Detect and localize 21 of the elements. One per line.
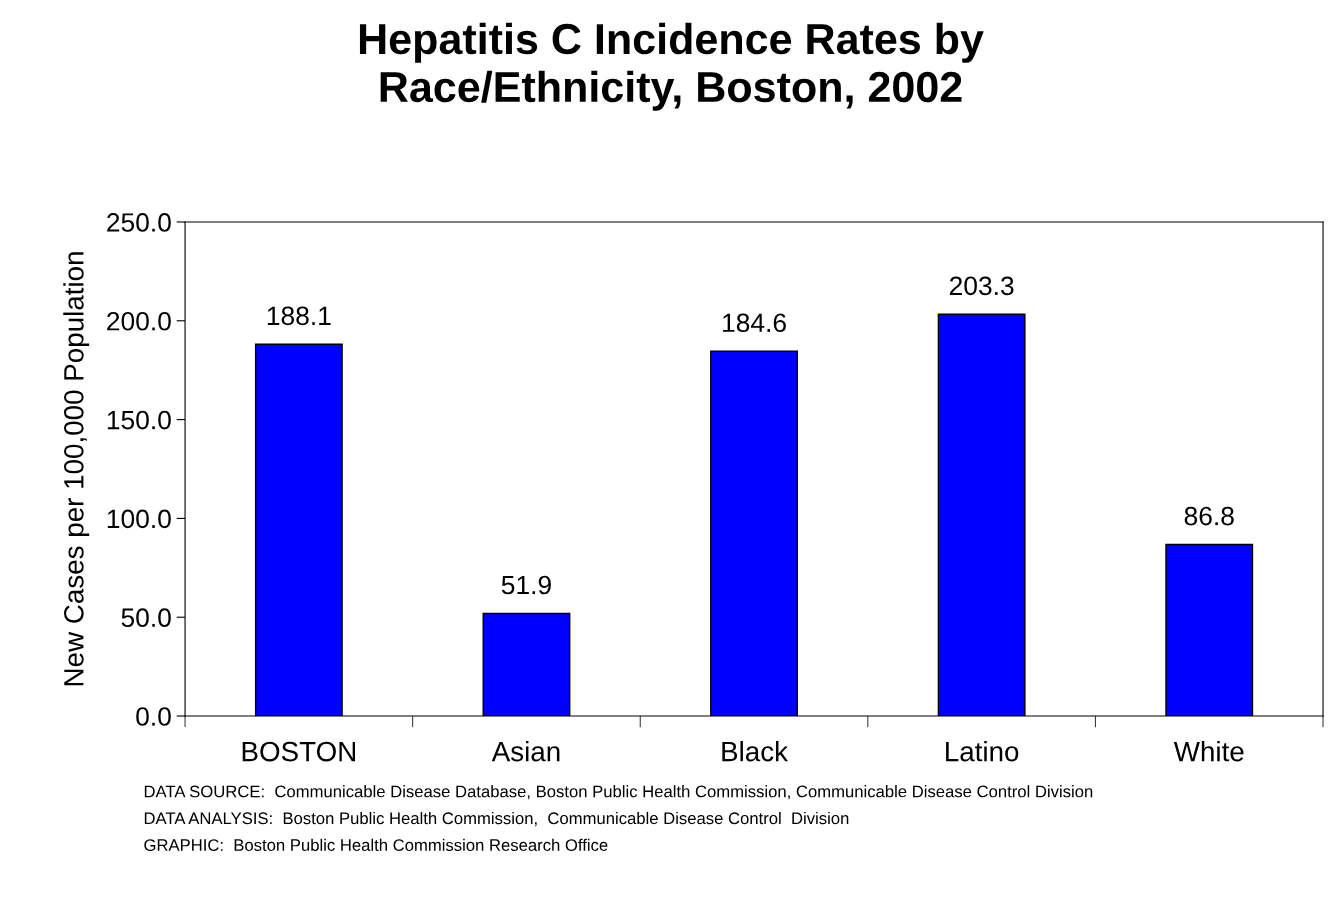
y-tick-label: 150.0 [107, 410, 171, 430]
source-note: DATA SOURCE: Communicable Disease Database, Boston Public Health Commission, Communicable Disease Control Division [144, 785, 1093, 800]
x-tick-label: Black [722, 741, 789, 762]
y-tick-label: 100.0 [107, 509, 171, 529]
x-tick-label: White [1173, 741, 1244, 762]
y-tick-label: 50.0 [121, 608, 171, 628]
text: DATA ANALYSIS: Boston Public Health Commission, Communicable Disease Control Division [144, 811, 849, 827]
x-tick-label: Latino [946, 741, 1019, 762]
data-label: 203.3 [949, 276, 1014, 296]
data-label: 51.9 [501, 575, 551, 595]
data-label: 86.8 [1184, 506, 1234, 526]
y-tick-label: 250.0 [107, 213, 171, 232]
text: GRAPHIC: Boston Public Health Commission Research Office [144, 838, 608, 851]
y-tick-label: 0.0 [136, 707, 171, 726]
x-tick-label: Asian [491, 741, 560, 762]
data-label: 188.1 [267, 306, 331, 326]
y-axis-title: New Cases per 100,000 Population [63, 252, 90, 686]
y-tick-label: 200.0 [107, 311, 171, 331]
x-tick-label: BOSTON [242, 741, 355, 762]
chart-title: Hepatitis C Incidence Rates by Race/Ethnicity, Boston, 2002 [359, 22, 984, 111]
data-label: 184.6 [723, 313, 786, 333]
